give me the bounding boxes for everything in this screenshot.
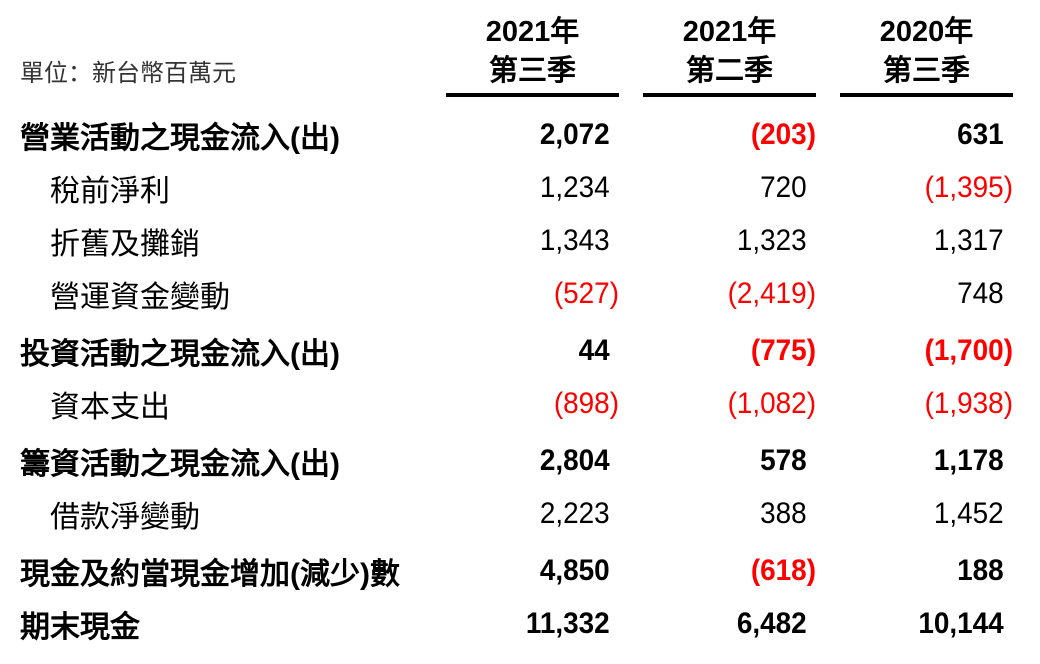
- column-header-2021-q3: 2021年 第三季: [446, 0, 619, 97]
- value-cell: 1,234: [539, 170, 610, 204]
- value-cell: 1,343: [539, 223, 610, 257]
- unit-label: 單位：新台幣百萬元: [20, 60, 236, 87]
- row-label: 現金及約當現金增加(減少)數: [20, 557, 400, 591]
- value-cell: 2,223: [539, 496, 610, 530]
- value-cell: 1,317: [933, 223, 1004, 257]
- value-cell: 1,178: [933, 443, 1004, 477]
- value-cell: (1,700): [924, 333, 1013, 367]
- value-cell: 188: [957, 553, 1004, 587]
- cash-flow-table: 單位：新台幣百萬元 2021年 第三季 2021年 第二季 2020年 第三季 …: [20, 0, 1040, 650]
- column-header-year: 2021年: [485, 16, 580, 48]
- value-cell: 1,452: [933, 496, 1004, 530]
- table-header-row: 單位：新台幣百萬元 2021年 第三季 2021年 第二季 2020年 第三季: [20, 0, 1040, 97]
- value-cell: 10,144: [918, 606, 1004, 640]
- row-label: 投資活動之現金流入(出): [20, 337, 340, 371]
- value-cell: (2,419): [727, 276, 816, 310]
- value-cell: 11,332: [525, 606, 610, 640]
- value-cell: (1,395): [924, 170, 1013, 204]
- row-label: 期末現金: [20, 610, 140, 644]
- row-label: 稅前淨利: [50, 174, 170, 208]
- value-cell: (527): [553, 276, 619, 310]
- value-cell: (898): [553, 386, 619, 420]
- value-cell: 1,323: [736, 223, 807, 257]
- value-cell: 44: [578, 333, 610, 367]
- column-header-year: 2021年: [682, 16, 777, 48]
- value-cell: 6,482: [736, 606, 807, 640]
- row-label: 資本支出: [50, 390, 170, 424]
- column-header-quarter: 第二季: [685, 55, 773, 87]
- row-label: 營業活動之現金流入(出): [20, 121, 340, 155]
- column-header-quarter: 第三季: [488, 55, 576, 87]
- value-cell: 631: [957, 117, 1004, 151]
- table-row-net-cash-change: 現金及約當現金增加(減少)數 4,850 (618) 188: [20, 544, 1040, 597]
- value-cell: 2,804: [539, 443, 610, 477]
- table-body: 營業活動之現金流入(出) 2,072 (203) 631 稅前淨利 1,234 …: [20, 97, 1040, 650]
- value-cell: (203): [750, 117, 816, 151]
- table-row-ending-cash: 期末現金 11,332 6,482 10,144: [20, 597, 1040, 650]
- value-cell: 2,072: [539, 117, 610, 151]
- column-header-year: 2020年: [879, 16, 974, 48]
- table-row-capital-expenditure: 資本支出 (898) (1,082) (1,938): [20, 377, 1040, 430]
- value-cell: 748: [957, 276, 1004, 310]
- value-cell: 388: [760, 496, 807, 530]
- column-header-quarter: 第三季: [882, 55, 970, 87]
- row-label: 籌資活動之現金流入(出): [20, 447, 340, 481]
- table-row-operating-cash-flow: 營業活動之現金流入(出) 2,072 (203) 631: [20, 108, 1040, 161]
- row-label: 營運資金變動: [50, 280, 230, 314]
- value-cell: (618): [750, 553, 816, 587]
- value-cell: (775): [750, 333, 816, 367]
- column-header-2020-q3: 2020年 第三季: [840, 0, 1013, 97]
- row-label: 折舊及攤銷: [50, 227, 200, 261]
- value-cell: 720: [760, 170, 807, 204]
- table-row-net-borrowing-change: 借款淨變動 2,223 388 1,452: [20, 487, 1040, 540]
- table-row-working-capital-change: 營運資金變動 (527) (2,419) 748: [20, 267, 1040, 320]
- table-row-investing-cash-flow: 投資活動之現金流入(出) 44 (775) (1,700): [20, 324, 1040, 377]
- value-cell: 4,850: [539, 553, 610, 587]
- table-row-financing-cash-flow: 籌資活動之現金流入(出) 2,804 578 1,178: [20, 434, 1040, 487]
- table-row-depreciation-amortization: 折舊及攤銷 1,343 1,323 1,317: [20, 214, 1040, 267]
- value-cell: 578: [760, 443, 807, 477]
- value-cell: (1,082): [727, 386, 816, 420]
- table-row-pretax-profit: 稅前淨利 1,234 720 (1,395): [20, 161, 1040, 214]
- row-label: 借款淨變動: [50, 500, 200, 534]
- column-header-2021-q2: 2021年 第二季: [643, 0, 816, 97]
- value-cell: (1,938): [924, 386, 1013, 420]
